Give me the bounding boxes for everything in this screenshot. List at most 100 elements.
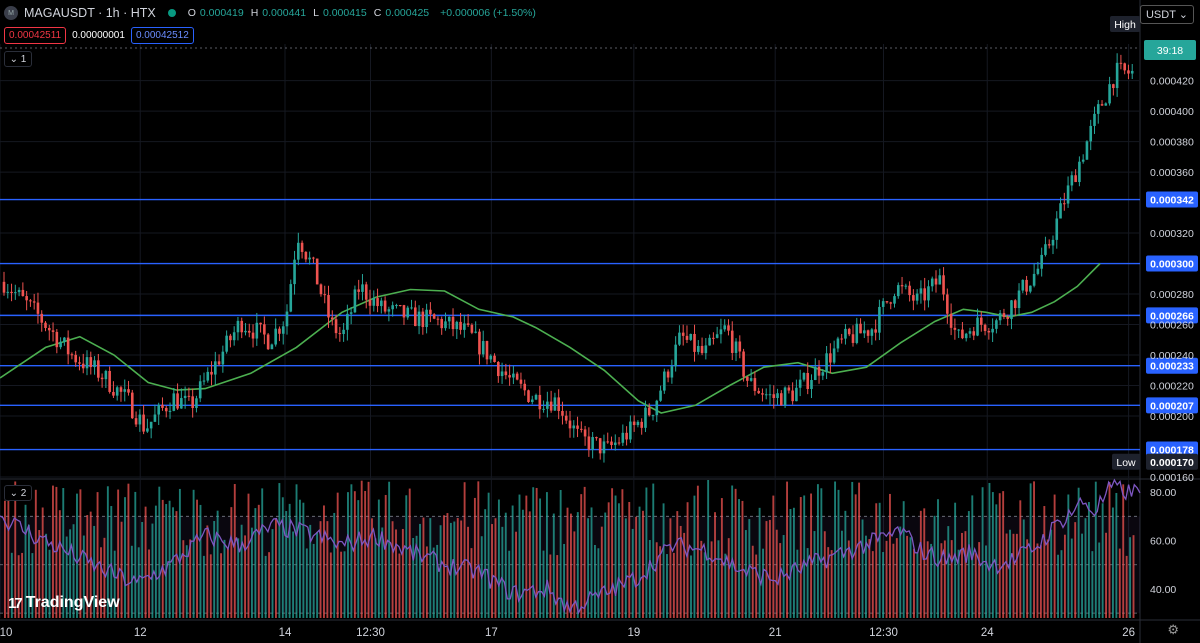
volume-bar bbox=[693, 495, 696, 618]
ohlc-key: O bbox=[187, 7, 196, 19]
candle-body bbox=[689, 333, 693, 340]
time-tick-label: 19 bbox=[627, 627, 640, 639]
volume-bar bbox=[919, 510, 922, 618]
candle-body bbox=[425, 309, 428, 328]
level-tag bbox=[1146, 441, 1198, 458]
high-tag bbox=[1110, 16, 1140, 32]
candle-body bbox=[572, 425, 576, 429]
candle-body bbox=[813, 366, 817, 381]
candle-body bbox=[1017, 290, 1021, 309]
volume-bar bbox=[419, 523, 421, 618]
candle-body bbox=[561, 410, 564, 416]
volume-bar bbox=[707, 480, 710, 618]
volume-bar bbox=[947, 526, 950, 618]
rsi-line bbox=[0, 478, 1141, 615]
time-tick-label: 21 bbox=[769, 627, 782, 639]
candle-body bbox=[266, 334, 270, 350]
volume-bar bbox=[772, 495, 775, 618]
volume-bar bbox=[48, 549, 51, 618]
ma-line bbox=[0, 262, 1101, 414]
volume-bar bbox=[878, 502, 881, 618]
candle-body bbox=[444, 321, 447, 329]
volume-bar bbox=[100, 547, 102, 618]
volume-bar bbox=[926, 541, 929, 618]
volume-bar bbox=[487, 492, 490, 618]
symbol-logo-icon: M bbox=[4, 6, 18, 20]
candle-body bbox=[206, 371, 210, 381]
candle-body bbox=[349, 312, 353, 314]
candle-body bbox=[1055, 218, 1059, 240]
volume-bar bbox=[1057, 554, 1059, 618]
time-axis[interactable]: 10 12 14 12:30 17 19 21 12:30 24 26 bbox=[0, 627, 1135, 639]
volume-bar bbox=[950, 540, 953, 618]
price-tick-label: 0.000360 bbox=[1150, 167, 1194, 179]
candle-body bbox=[636, 421, 640, 426]
volume-bar bbox=[34, 489, 37, 618]
volume-bar bbox=[779, 543, 782, 618]
volume-bar bbox=[703, 552, 706, 618]
buy-price-button[interactable]: 0.00042512 bbox=[130, 27, 194, 44]
candle-body bbox=[1032, 273, 1036, 286]
volume-bar bbox=[113, 550, 116, 618]
gear-icon[interactable]: ⚙ bbox=[1167, 622, 1179, 637]
volume-bar bbox=[1118, 548, 1121, 618]
volume-bar bbox=[1015, 533, 1018, 618]
volume-bar bbox=[467, 526, 469, 618]
volume-bar bbox=[323, 505, 325, 618]
volume-bar bbox=[96, 492, 99, 618]
volume-bar bbox=[882, 552, 885, 618]
candle-body bbox=[97, 360, 100, 378]
candle-body bbox=[1021, 279, 1025, 291]
candle-body bbox=[874, 329, 877, 333]
candle-body bbox=[580, 428, 583, 430]
time-tick-label: 26 bbox=[1122, 627, 1135, 639]
candle-body bbox=[21, 289, 25, 297]
candle-body bbox=[655, 400, 659, 416]
ohlc-key: H bbox=[250, 7, 259, 19]
volume-bar bbox=[333, 512, 336, 618]
low-value-text: 0.000170 bbox=[1150, 457, 1194, 469]
candle-body bbox=[534, 394, 538, 400]
candle-body bbox=[595, 437, 598, 439]
volume-bar bbox=[216, 510, 219, 618]
currency-selector[interactable]: USDT ⌄ bbox=[1139, 5, 1194, 24]
volume-bar bbox=[134, 491, 137, 618]
candle-body bbox=[527, 390, 530, 403]
volume-bar bbox=[830, 550, 833, 618]
rsi-tick-label: 40.00 bbox=[1150, 584, 1176, 596]
volume-bar bbox=[103, 537, 106, 618]
indicator-pane-toggle[interactable]: ⌄ 2 bbox=[4, 485, 32, 501]
volume-bar bbox=[840, 530, 843, 618]
volume-bar bbox=[302, 502, 305, 618]
symbol-title[interactable]: MAGAUSDT · 1h · HTX bbox=[24, 6, 156, 20]
sell-price-button[interactable]: 0.00042511 bbox=[4, 27, 67, 44]
candle-body bbox=[36, 302, 40, 314]
low-tag-text: Low bbox=[1116, 457, 1136, 469]
candle-body bbox=[681, 332, 685, 336]
volume-bar bbox=[600, 526, 603, 618]
volume-bar bbox=[89, 511, 92, 618]
candle-body bbox=[221, 351, 225, 365]
volume-bar bbox=[28, 524, 30, 618]
volume-bar bbox=[954, 502, 957, 618]
level-tag bbox=[1146, 191, 1198, 208]
candle-body bbox=[723, 325, 727, 330]
candle-body bbox=[938, 275, 942, 285]
volume-bar bbox=[820, 488, 823, 618]
volume-bar bbox=[494, 518, 497, 618]
candle-body bbox=[904, 285, 908, 287]
candle-body bbox=[6, 291, 10, 293]
candle-body bbox=[1036, 268, 1040, 274]
volume-bar bbox=[1108, 481, 1111, 618]
volume-bar bbox=[981, 487, 984, 618]
volume-bar bbox=[576, 512, 579, 618]
candle-body bbox=[1130, 70, 1134, 74]
price-axis[interactable]: 0.000160 0.000200 0.000220 0.000240 0.000260… bbox=[1150, 76, 1194, 596]
candle-body bbox=[961, 329, 964, 339]
main-pane-toggle[interactable]: ⌄ 1 bbox=[4, 51, 32, 67]
volume-bar bbox=[1060, 550, 1063, 618]
volume-bar bbox=[930, 543, 933, 618]
tradingview-logo[interactable]: 17 TradingView bbox=[8, 594, 120, 612]
candle-body bbox=[768, 394, 772, 396]
